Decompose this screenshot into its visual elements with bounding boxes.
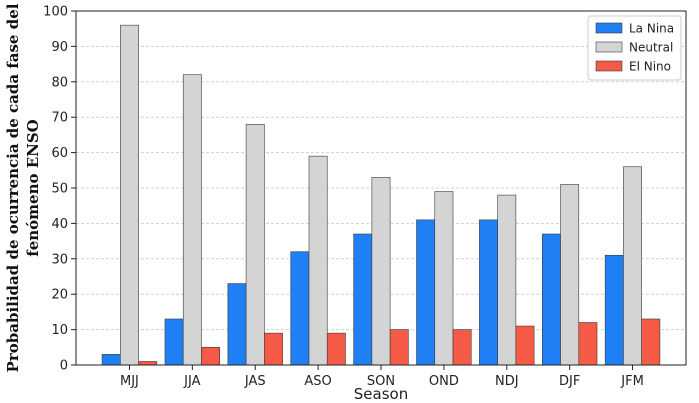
bar-la-nina-ndj (479, 219, 498, 366)
bar-la-nina-jas (227, 283, 247, 366)
x-tick-label: NDJ (495, 374, 519, 389)
bar-el-nino-jja (201, 346, 220, 366)
x-tick-label: JAS (244, 374, 266, 389)
bar-la-nina-son (353, 233, 373, 366)
bar-el-nino-djf (578, 322, 598, 366)
y-tick-label: 10 (51, 323, 68, 338)
bar-el-nino-son (389, 329, 409, 366)
bar-neutral-jas (245, 123, 265, 366)
y-tick-label: 80 (51, 75, 68, 90)
legend-label: La Nina (629, 22, 674, 36)
x-tick-label: ASO (304, 374, 331, 389)
legend: La Nina Neutral El Nino (587, 15, 682, 81)
y-tick-label: 70 (51, 111, 68, 126)
x-tick-label: MJJ (120, 374, 139, 389)
bar-neutral-jja (182, 74, 202, 366)
bar-neutral-aso (308, 155, 328, 366)
y-tick-label: 60 (51, 146, 68, 161)
legend-swatch (595, 60, 623, 72)
x-tick-label: SON (367, 374, 395, 389)
y-tick-label: 40 (51, 217, 68, 232)
y-tick-label: 30 (51, 252, 68, 267)
legend-swatch (595, 41, 623, 53)
bar-el-nino-ndj (515, 325, 535, 366)
y-axis-ticks: 0 10 20 30 40 50 60 70 80 90 100 (43, 5, 76, 374)
x-tick-label: OND (429, 374, 459, 389)
bar-la-nina-aso (290, 251, 310, 366)
y-tick-label: 90 (51, 40, 68, 55)
bar-el-nino-ond (452, 329, 472, 366)
bar-neutral-ndj (497, 194, 517, 366)
bar-el-nino-jas (264, 332, 283, 366)
bar-el-nino-aso (326, 332, 346, 366)
y-tick-label: 50 (51, 182, 68, 197)
x-tick-label: JJA (183, 374, 200, 389)
y-tick-label: 0 (60, 359, 68, 374)
bars (101, 24, 661, 366)
bar-la-nina-ond (416, 219, 436, 366)
legend-label: El Nino (629, 60, 671, 74)
bar-el-nino-mjj (138, 361, 158, 366)
bar-el-nino-jfm (641, 318, 661, 366)
bar-neutral-son (371, 177, 391, 366)
y-tick-label: 100 (43, 5, 68, 20)
bar-la-nina-jja (164, 318, 184, 366)
bar-neutral-ond (434, 191, 454, 366)
legend-label: Neutral (629, 41, 673, 55)
x-tick-label: DJF (559, 374, 580, 389)
bar-la-nina-jfm (604, 254, 624, 366)
y-tick-label: 20 (51, 288, 68, 303)
y-axis-label-line-1: Probabilidad de ocurrencia de cada fase … (4, 3, 22, 372)
bar-neutral-mjj (120, 24, 139, 366)
legend-swatch (595, 22, 623, 34)
x-tick-label: JFM (620, 374, 644, 389)
x-axis-label: Season (354, 385, 408, 403)
y-axis-label: Probabilidad de ocurrencia de cada fase … (4, 3, 42, 372)
bar-la-nina-mjj (101, 354, 121, 366)
y-axis-label-line-2: fenómeno ENSO (24, 119, 42, 257)
bar-la-nina-djf (542, 233, 561, 366)
x-axis-ticks: MJJ JJA JAS ASO SON OND NDJ DJF JFM (120, 365, 644, 389)
bar-neutral-djf (560, 184, 580, 366)
bar-neutral-jfm (623, 166, 642, 366)
